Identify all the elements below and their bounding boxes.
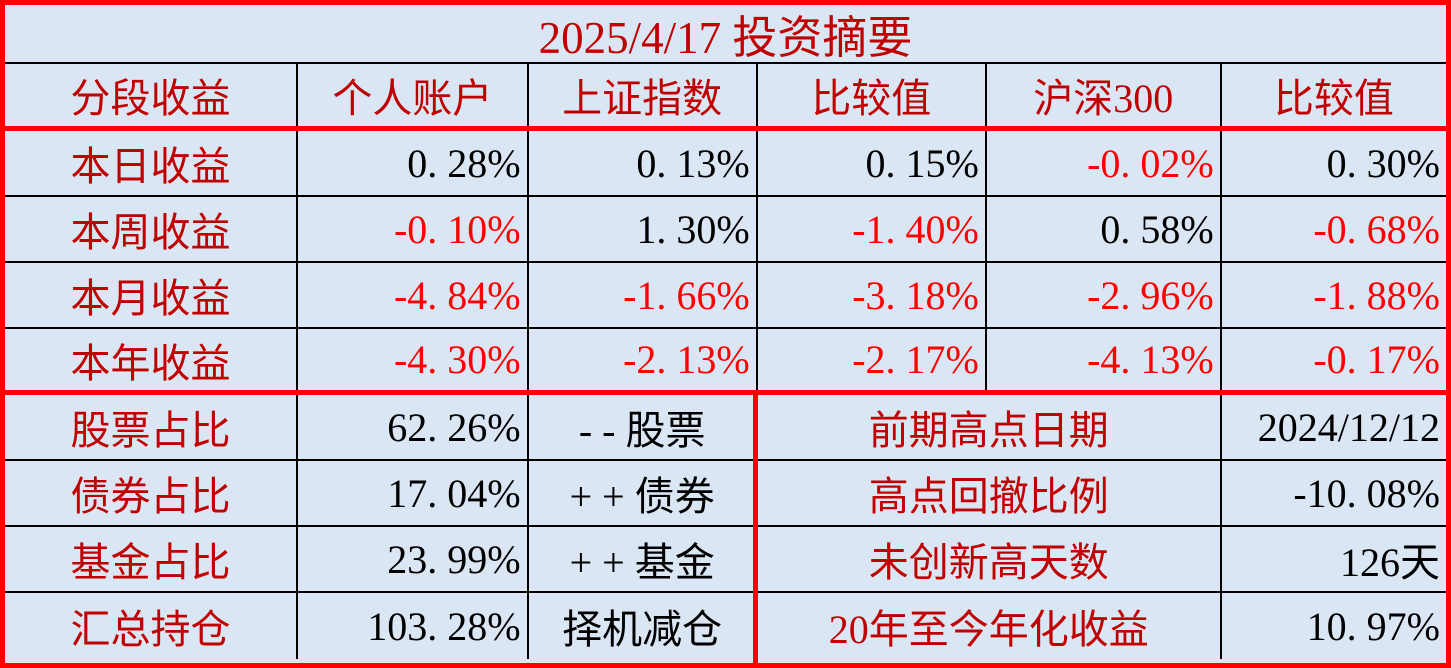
section-divider-line: [752, 395, 758, 663]
table-row-fund-ratio: 基金占比 23. 99% + + 基金 未创新高天数 126天: [5, 527, 1446, 593]
row-label-yearly-return: 本年收益: [70, 340, 231, 386]
table-row-bond-ratio: 债券占比 17. 04% + + 债券 高点回撤比例 -10. 08%: [5, 461, 1446, 527]
table-row-weekly-return: 本周收益 -0. 10% 1. 30% -1. 40% 0. 58% -0. 6…: [5, 197, 1446, 263]
value-cell: -4. 13%: [984, 329, 1220, 390]
value-cell: 0. 13%: [526, 131, 756, 195]
signal-cell-fund: + + 基金: [526, 527, 756, 591]
stat-value-cell: 10. 97%: [1219, 593, 1446, 659]
row-label-stock-ratio: 股票占比: [70, 408, 231, 453]
stat-value-cell: -10. 08%: [1219, 461, 1446, 525]
header-segment-returns: 分段收益: [70, 76, 231, 121]
value-cell: -4. 30%: [296, 329, 527, 390]
value-cell: -4. 84%: [296, 263, 527, 327]
page-title: 2025/4/17 投资摘要: [538, 13, 913, 62]
value-cell: -1. 40%: [755, 197, 985, 261]
stat-value-cell: 126天: [1219, 527, 1446, 591]
header-sse-index: 上证指数: [526, 64, 756, 126]
value-cell: -2. 96%: [984, 263, 1220, 327]
value-cell: -0. 02%: [984, 131, 1220, 195]
table-row-yearly-return: 本年收益 -4. 30% -2. 13% -2. 17% -4. 13% -0.…: [5, 329, 1446, 395]
row-label-fund-ratio: 基金占比: [70, 540, 231, 585]
value-cell: 17. 04%: [296, 461, 527, 525]
signal-cell-action: 择机减仓: [526, 593, 756, 659]
header-comparison-2: 比较值: [1219, 64, 1446, 126]
table-row-daily-return: 本日收益 0. 28% 0. 13% 0. 15% -0. 02% 0. 30%: [5, 131, 1446, 197]
value-cell: 0. 30%: [1219, 131, 1446, 195]
table-row-stock-ratio: 股票占比 62. 26% - - 股票 前期高点日期 2024/12/12: [5, 395, 1446, 461]
value-cell: -2. 13%: [526, 329, 756, 390]
column-header-row: 分段收益 个人账户 上证指数 比较值 沪深300 比较值: [5, 64, 1446, 131]
stat-label-days-no-new-high: 未创新高天数: [755, 527, 1220, 591]
value-cell: 0. 15%: [755, 131, 985, 195]
value-cell: -2. 17%: [755, 329, 985, 390]
signal-cell-bond: + + 债券: [526, 461, 756, 525]
value-cell: -1. 88%: [1219, 263, 1446, 327]
title-row: 2025/4/17 投资摘要: [5, 5, 1446, 64]
returns-section: 本日收益 0. 28% 0. 13% 0. 15% -0. 02% 0. 30%…: [5, 131, 1446, 395]
value-cell: 103. 28%: [296, 593, 527, 659]
value-cell: 0. 28%: [296, 131, 527, 195]
signal-cell-stock: - - 股票: [526, 395, 756, 459]
header-comparison-1: 比较值: [755, 64, 985, 126]
row-label-total-position: 汇总持仓: [70, 607, 231, 652]
table-row-monthly-return: 本月收益 -4. 84% -1. 66% -3. 18% -2. 96% -1.…: [5, 263, 1446, 329]
value-cell: 0. 58%: [984, 197, 1220, 261]
value-cell: 1. 30%: [526, 197, 756, 261]
value-cell: 23. 99%: [296, 527, 527, 591]
stat-value-cell: 2024/12/12: [1219, 395, 1446, 459]
header-personal-account: 个人账户: [296, 64, 527, 126]
stat-label-prior-high-date: 前期高点日期: [755, 395, 1220, 459]
row-label-monthly-return: 本月收益: [70, 276, 231, 321]
value-cell: -3. 18%: [755, 263, 985, 327]
table-row-total-position: 汇总持仓 103. 28% 择机减仓 20年至今年化收益 10. 97%: [5, 593, 1446, 659]
value-cell: -0. 68%: [1219, 197, 1446, 261]
value-cell: -0. 17%: [1219, 329, 1446, 390]
header-csi300: 沪深300: [984, 64, 1220, 126]
value-cell: -0. 10%: [296, 197, 527, 261]
value-cell: 62. 26%: [296, 395, 527, 459]
stat-label-drawdown-ratio: 高点回撤比例: [755, 461, 1220, 525]
value-cell: -1. 66%: [526, 263, 756, 327]
row-label-weekly-return: 本周收益: [70, 210, 231, 255]
stat-label-annualized-return: 20年至今年化收益: [755, 593, 1220, 659]
row-label-daily-return: 本日收益: [70, 144, 231, 189]
row-label-bond-ratio: 债券占比: [70, 474, 231, 519]
portfolio-section: 股票占比 62. 26% - - 股票 前期高点日期 2024/12/12 债券…: [5, 395, 1446, 663]
